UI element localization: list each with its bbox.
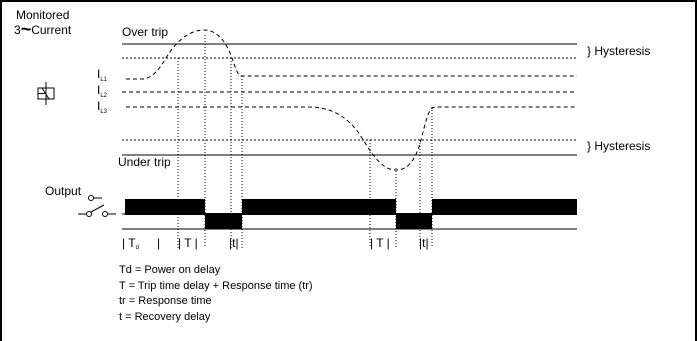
phase-l3-trace — [126, 106, 577, 171]
legend-line: Td = Power on delay — [119, 264, 221, 276]
phase-l2-label: IL2 — [97, 83, 108, 99]
timing-label-recovery-2: |t| — [419, 236, 429, 250]
legend-line: T = Trip time delay + Response time (tr) — [119, 280, 313, 292]
legend-line: tr = Response time — [119, 295, 212, 307]
timing-label-td: | Td — [122, 236, 139, 251]
monitored-label: Monitored — [16, 8, 69, 22]
changeover-contact-icon — [78, 195, 116, 217]
three-phase-current-label: 3~Current — [14, 19, 72, 39]
hysteresis-lower-label: } Hysteresis — [587, 139, 650, 153]
phase-l1-trace — [126, 29, 577, 80]
hysteresis-upper-label: } Hysteresis — [587, 44, 650, 58]
legend-line: t = Recovery delay — [119, 311, 211, 323]
timing-label-recovery-1: |t| — [229, 236, 239, 250]
relay-coil-icon — [37, 82, 55, 105]
output-state-bars — [122, 199, 577, 230]
timing-label-t-2: | T | — [370, 236, 390, 250]
under-trip-label: Under trip — [118, 155, 171, 169]
output-label: Output — [45, 184, 82, 198]
phase-l1-label: IL1 — [97, 67, 108, 83]
timing-label-t-1: | T | — [178, 236, 198, 250]
timing-label-td-end: | — [157, 236, 160, 250]
phase-l3-label: IL3 — [97, 99, 108, 115]
tilde-symbol: ~ — [21, 19, 32, 39]
legend: Td = Power on delay T = Trip time delay … — [119, 264, 313, 323]
over-trip-label: Over trip — [122, 25, 168, 39]
